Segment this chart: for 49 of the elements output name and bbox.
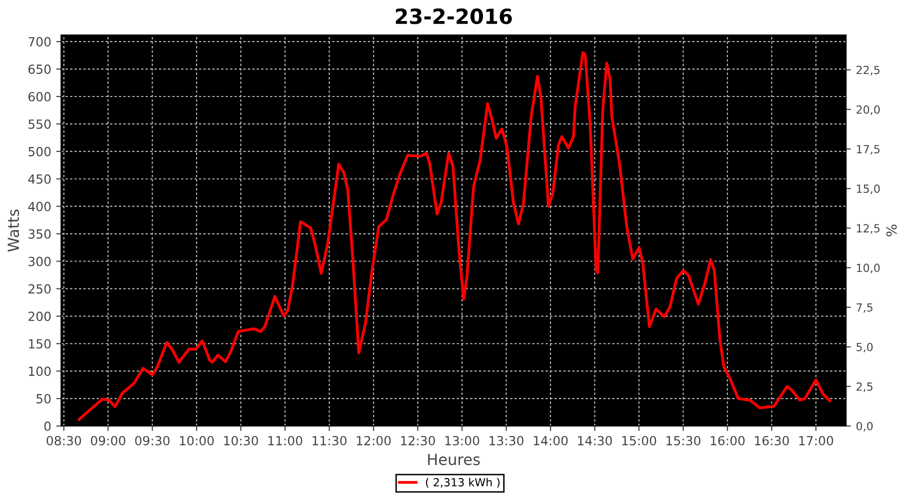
x-tick-label: 15:30 bbox=[666, 436, 700, 446]
x-axis-title: Heures bbox=[428, 454, 480, 466]
y2-tick-label: 20,0 bbox=[856, 105, 880, 115]
y-tick-label: 500 bbox=[28, 146, 51, 156]
y-tick-label: 150 bbox=[28, 339, 51, 349]
y-tick-label: 400 bbox=[28, 202, 51, 212]
y2-tick-label: 5,0 bbox=[856, 342, 873, 352]
y2-tick-label: 10,0 bbox=[856, 264, 880, 274]
y2-axis-title: % bbox=[886, 224, 897, 236]
x-tick-label: 14:30 bbox=[578, 436, 612, 446]
y-tick-label: 50 bbox=[36, 394, 51, 404]
x-tick-label: 13:00 bbox=[445, 436, 480, 446]
y-tick-label: 650 bbox=[28, 64, 51, 74]
chart-title: 23-2-2016 bbox=[396, 8, 512, 24]
y2-tick-label: 12,5 bbox=[856, 224, 880, 234]
y-axis-title: Watts bbox=[8, 210, 20, 252]
x-tick-label: 16:00 bbox=[710, 436, 745, 446]
y-tick-label: 550 bbox=[28, 119, 51, 129]
legend-label: ( 2,313 kWh ) bbox=[426, 478, 500, 488]
y-tick-label: 600 bbox=[28, 92, 51, 102]
y-tick-label: 450 bbox=[28, 174, 51, 184]
y2-tick-label: 2,5 bbox=[856, 382, 872, 392]
x-tick-label: 11:30 bbox=[312, 436, 346, 446]
y-tick-label: 350 bbox=[28, 229, 51, 239]
x-tick-label: 11:00 bbox=[268, 436, 302, 446]
x-tick-label: 15:00 bbox=[622, 436, 656, 446]
x-tick-label: 10:00 bbox=[180, 436, 214, 446]
y-tick-label: 250 bbox=[28, 284, 51, 294]
y2-tick-label: 15,0 bbox=[856, 184, 880, 194]
y2-tick-label: 7,5 bbox=[856, 303, 872, 313]
x-tick-label: 14:00 bbox=[534, 436, 568, 446]
x-tick-label: 16:30 bbox=[755, 436, 789, 446]
line-series bbox=[78, 51, 832, 421]
y-tick-label: 700 bbox=[28, 37, 51, 47]
y-tick-label: 200 bbox=[28, 312, 51, 322]
y2-tick-label: 0,0 bbox=[856, 422, 873, 432]
x-tick-label: 08:30 bbox=[46, 436, 82, 446]
x-tick-label: 09:30 bbox=[135, 436, 170, 446]
x-tick-label: 13:30 bbox=[490, 436, 524, 446]
y-tick-label: 100 bbox=[28, 366, 51, 376]
x-tick-label: 10:30 bbox=[224, 436, 258, 446]
y2-tick-label: 22,5 bbox=[856, 66, 880, 76]
x-tick-label: 12:30 bbox=[401, 436, 435, 446]
x-tick-label: 17:00 bbox=[799, 436, 834, 446]
y-tick-label: 0 bbox=[44, 421, 51, 431]
x-tick-label: 12:00 bbox=[356, 436, 391, 446]
x-tick-label: 09:00 bbox=[90, 436, 126, 446]
y-tick-label: 300 bbox=[28, 256, 51, 266]
y2-tick-label: 17,5 bbox=[856, 145, 880, 154]
